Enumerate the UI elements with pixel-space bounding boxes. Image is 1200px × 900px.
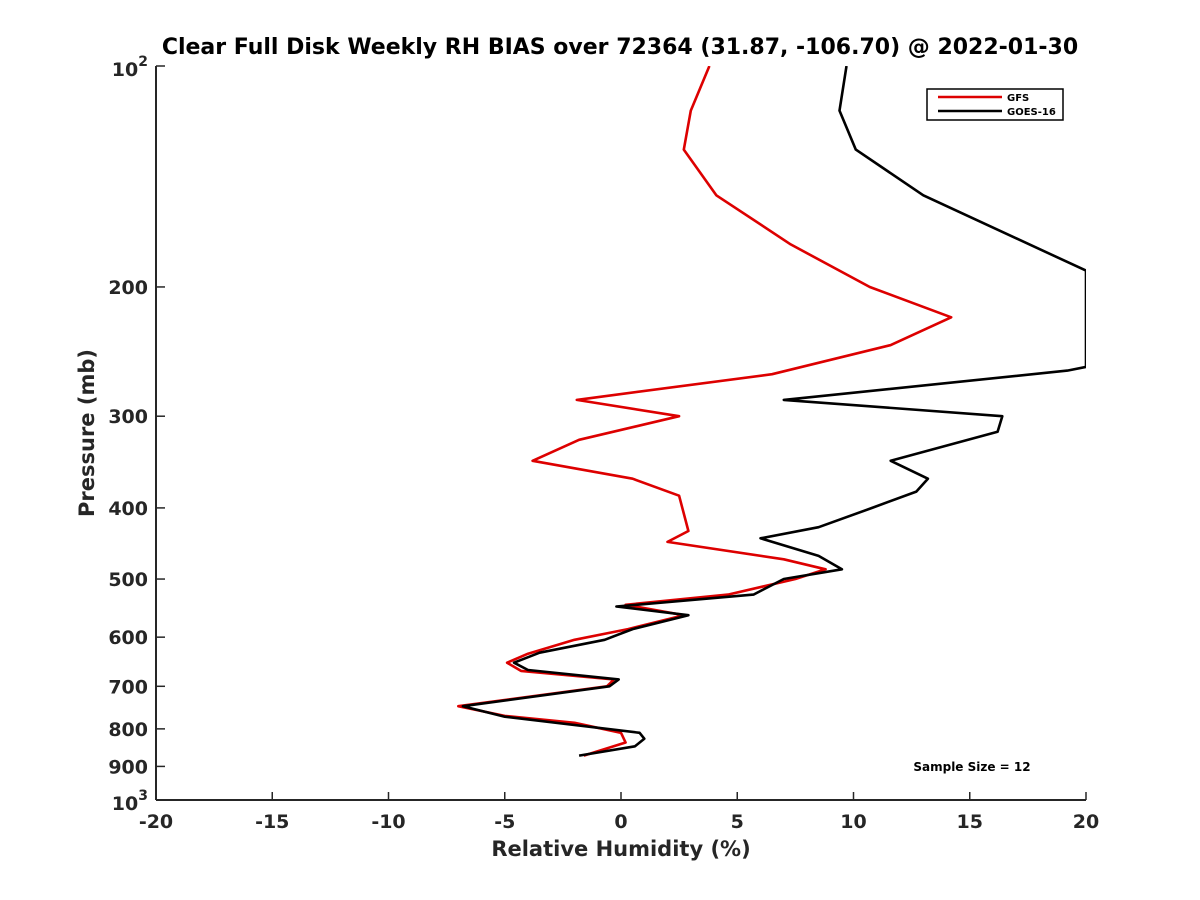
legend: GFS GOES-16 — [926, 88, 1064, 121]
legend-label-gfs: GFS — [1007, 93, 1029, 104]
y-tick-label: 200 — [108, 277, 148, 299]
y-tick-label: 500 — [108, 569, 148, 591]
x-tick-layer: -20 -15 -10 -5 0 5 10 15 20 — [139, 792, 1099, 833]
x-tick-label: -10 — [371, 811, 405, 833]
legend-box — [926, 88, 1064, 121]
y-tick-label: 900 — [108, 756, 148, 778]
series-line-goes16 — [461, 66, 1086, 757]
x-tick-label: -20 — [139, 811, 173, 833]
y-tick-label: 600 — [108, 627, 148, 649]
x-tick-label: 20 — [1073, 811, 1099, 833]
series-layer — [456, 66, 1086, 757]
y-axis-label: Pressure (mb) — [75, 349, 99, 517]
y-tick-label: 800 — [108, 719, 148, 741]
x-axis-label: Relative Humidity (%) — [491, 837, 750, 861]
sample-size-annotation: Sample Size = 12 — [913, 760, 1030, 774]
y-tick-label: 400 — [108, 498, 148, 520]
legend-label-goes16: GOES-16 — [1007, 107, 1056, 118]
y-tick-label: 300 — [108, 406, 148, 428]
x-tick-label: 10 — [840, 811, 866, 833]
x-tick-label: 0 — [614, 811, 627, 833]
chart-title: Clear Full Disk Weekly RH BIAS over 7236… — [162, 35, 1078, 60]
y-tick-label: 700 — [108, 676, 148, 698]
x-tick-label: 5 — [731, 811, 744, 833]
x-tick-label: -15 — [255, 811, 289, 833]
x-tick-label: -5 — [494, 811, 515, 833]
x-tick-label: 15 — [957, 811, 983, 833]
